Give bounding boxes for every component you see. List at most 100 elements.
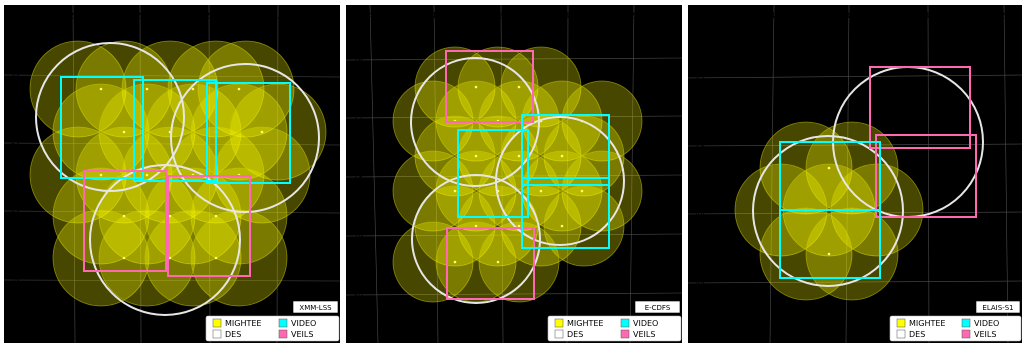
dec-tick-label: -4° [8,72,20,81]
dec-tick-label: -27° [350,114,367,123]
legend-label-video: VIDEO [633,319,658,328]
des-footprints [410,57,625,304]
video-footprint [206,82,291,184]
des-footprint [411,174,541,304]
dec-tick-label: -42° [692,74,709,83]
video-footprints [457,114,610,249]
ra-tick-label: 0h30m [912,12,944,22]
veils-footprint [446,227,535,300]
legend: MIGHTEE VIDEO DES VEILS [889,315,1022,342]
legend-swatch-mightee [896,318,906,328]
video-footprint [457,129,529,218]
ra-tick-label: 3h35m [486,12,518,22]
ra-tick-labels: 3h45m 3h40m 3h35m 3h30m 3h25m [356,12,650,22]
legend-swatch-mightee [554,318,564,328]
panel-e-cdfs: 3h45m 3h40m 3h35m 3h30m 3h25m -26° -27° … [346,5,682,343]
dec-tick-label: -43° [692,142,709,151]
dec-tick-label: -7° [8,277,20,286]
mightee-centres [99,87,264,260]
legend-label-mightee: MIGHTEE [225,319,261,328]
legend-swatch-video [961,318,971,328]
legend-swatch-des [554,329,564,339]
ra-tick-label: 3h25m [618,12,650,22]
video-footprint [133,79,217,182]
des-footprint [495,116,625,246]
veils-footprint [875,134,977,218]
field-name-box: XMM-LSS [292,300,339,314]
legend-swatch-video [278,318,288,328]
veils-footprint [83,170,167,272]
mightee-pointing [52,167,150,265]
panel-background [688,5,1022,343]
mightee-pointing [190,209,288,307]
ra-tick-label: 3h40m [419,12,451,22]
veils-footprint [167,175,251,277]
panel-xmm-lss: 2h28m 2h24m 2h20m 2h16m -4° -5° -6° -7° … [4,5,340,343]
ra-tick-label: 0h24m [988,12,1020,22]
dec-tick-label: -5° [8,140,20,149]
dec-tick-label: -28° [350,173,367,182]
legend-label-veils: VEILS [633,330,655,339]
ra-tick-label: 0h42m [758,12,790,22]
dec-tick-label: -26° [350,56,367,65]
dec-tick-labels: -42° -43° -44° -45° [692,74,709,288]
video-footprint [521,177,610,249]
dec-tick-labels: -4° -5° -6° -7° [8,72,20,286]
legend: MIGHTEE VIDEO DES VEILS [547,315,682,342]
mightee-pointing [190,167,288,265]
video-footprint [60,76,144,179]
legend-swatch-mightee [212,318,222,328]
dec-tick-label: -44° [692,210,709,219]
field-name-label: E-CDFS [645,304,671,312]
mightee-pointing [561,80,643,162]
field-name-box: ELAIS-S1 [975,300,1021,314]
legend-label-veils: VEILS [974,330,996,339]
ra-tick-label: 2h24m [124,12,156,22]
veils-footprints [445,50,535,300]
dec-tick-label: -6° [8,208,20,217]
legend-label-des: DES [225,330,241,339]
dec-tick-label: -45° [692,279,709,288]
dec-tick-label: -29° [350,232,367,241]
video-footprint [521,114,610,186]
legend-swatch-des [212,329,222,339]
grid-lines [688,5,1022,343]
des-footprint [410,57,540,187]
legend-swatch-veils [961,329,971,339]
legend-swatch-des [896,329,906,339]
field-name-label: XMM-LSS [299,304,332,312]
field-name-box: E-CDFS [634,300,681,314]
dec-tick-label: -30° [350,291,367,300]
ra-tick-label: 2h20m [193,12,225,22]
video-footprints [60,76,291,184]
des-footprints [35,42,320,316]
ra-tick-labels: 0h42m 0h36m 0h30m 0h24m [758,12,1020,22]
legend-label-video: VIDEO [291,319,316,328]
mightee-pointing [197,40,295,138]
legend-swatch-veils [278,329,288,339]
legend-label-mightee: MIGHTEE [909,319,945,328]
mightee-pointing [561,150,643,232]
ra-tick-label: 3h30m [552,12,584,22]
des-footprint [89,164,241,316]
ra-tick-label: 3h45m [356,12,388,22]
legend-label-des: DES [567,330,583,339]
veils-footprints [83,170,251,277]
legend-label-veils: VEILS [291,330,313,339]
legend-label-mightee: MIGHTEE [567,319,603,328]
ra-tick-label: 2h28m [57,12,89,22]
dec-tick-labels: -26° -27° -28° -29° -30° [350,56,367,300]
video-footprints [779,141,881,279]
ra-tick-labels: 2h28m 2h24m 2h20m 2h16m [57,12,294,22]
legend-label-des: DES [909,330,925,339]
ra-tick-label: 0h36m [833,12,865,22]
des-footprint [35,42,185,192]
mightee-pointing [478,221,560,303]
legend-swatch-veils [620,329,630,339]
legend-swatch-video [620,318,630,328]
panel-elais-s1: 0h42m 0h36m 0h30m 0h24m -42° -43° -44° -… [688,5,1022,343]
veils-footprint [869,66,971,149]
des-footprint [170,63,320,213]
legend: MIGHTEE VIDEO DES VEILS [205,315,340,342]
